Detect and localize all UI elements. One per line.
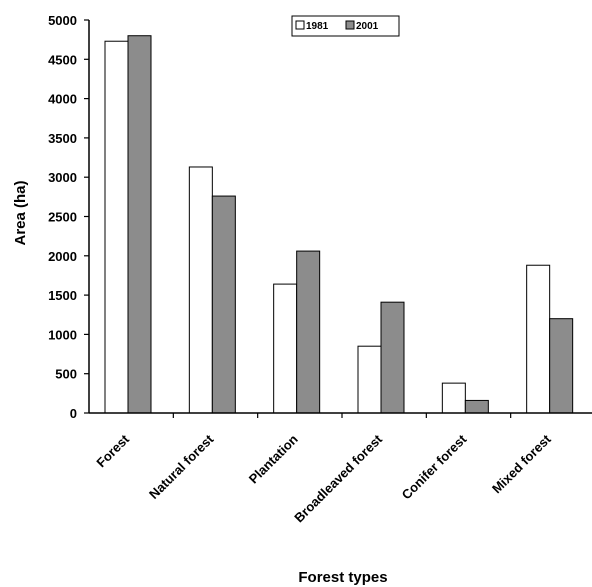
- bar-1981: [188, 166, 213, 414]
- y-tick-label: 3000: [48, 170, 77, 185]
- bar-2001: [296, 250, 321, 414]
- bar-1981: [104, 40, 129, 414]
- bar-1981: [526, 264, 551, 414]
- x-tick-label: Plantation: [246, 431, 301, 486]
- legend-label-1981: 1981: [306, 21, 329, 32]
- bar-2001: [549, 318, 574, 414]
- x-tick-label: Conifer forest: [399, 431, 470, 502]
- y-tick-label: 0: [70, 406, 77, 421]
- y-tick-label: 4000: [48, 92, 77, 107]
- x-tick-label: Forest: [93, 431, 132, 470]
- y-axis-title: Area (ha): [12, 180, 29, 245]
- bar-2001: [380, 301, 405, 414]
- x-tick-label: Natural forest: [146, 431, 217, 502]
- bar-1981: [441, 382, 466, 414]
- y-tick-label: 2000: [48, 249, 77, 264]
- y-tick-label: 1500: [48, 288, 77, 303]
- bar-2001: [464, 399, 489, 414]
- y-tick-label: 1000: [48, 327, 77, 342]
- y-ticks-group: 0 500 1000 1500 2000 2500 3000 3500 4000 4500 5000: [48, 13, 89, 421]
- y-tick-label: 5000: [48, 13, 77, 28]
- legend-swatch-1981: [295, 20, 305, 30]
- bar-2001: [211, 195, 236, 414]
- legend: 1981 2001: [291, 15, 400, 37]
- x-tick-label: Mixed forest: [489, 431, 554, 496]
- y-tick-label: 3500: [48, 131, 77, 146]
- bar-1981: [357, 345, 382, 414]
- y-tick-label: 500: [55, 367, 77, 382]
- y-tick-label: 2500: [48, 210, 77, 225]
- bars-group: [104, 35, 574, 414]
- x-ticks-group: Forest Natural forest PlantationBroadleave…: [93, 413, 554, 525]
- x-tick-label: Broadleaved forest: [291, 431, 385, 525]
- legend-label-2001: 2001: [356, 21, 379, 32]
- legend-swatch-2001: [345, 20, 355, 30]
- x-axis-title: Forest types: [298, 569, 387, 586]
- bar-2001: [127, 35, 152, 414]
- y-tick-label: 4500: [48, 52, 77, 67]
- bar-1981: [273, 283, 298, 414]
